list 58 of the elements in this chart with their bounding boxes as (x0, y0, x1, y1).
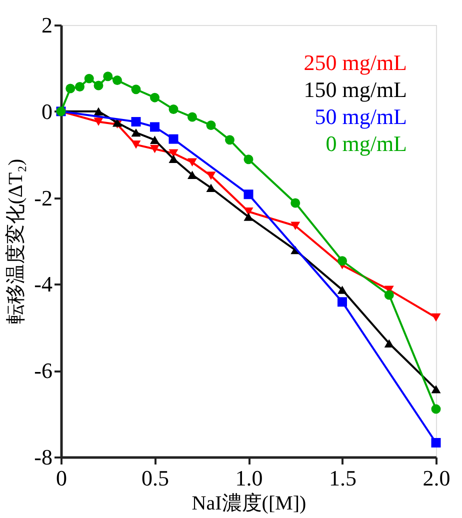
point (131, 117, 141, 127)
text: 0 mg/mL (326, 131, 407, 156)
point (94, 107, 104, 116)
x-tick-label: 2.0 (422, 466, 450, 490)
point (206, 172, 216, 180)
text: 150 mg/mL (304, 77, 407, 102)
y-tick-label: 0 (42, 98, 52, 124)
point (112, 76, 122, 86)
y-axis-title: 転移温度変化(ΔT₂) (4, 158, 28, 324)
point (94, 80, 104, 90)
x-tick-label: 1.0 (235, 466, 263, 490)
point (131, 84, 141, 94)
point (338, 286, 347, 294)
point (244, 212, 254, 221)
y-tick-label: -6 (34, 358, 52, 384)
point (150, 92, 160, 102)
point (150, 136, 160, 144)
y-tick-label: -8 (34, 444, 52, 470)
y-tick-label: -2 (34, 185, 52, 210)
point (431, 438, 441, 448)
y-tick-label: 2 (42, 12, 52, 38)
point (206, 120, 216, 130)
point (103, 72, 113, 82)
point (188, 158, 197, 166)
point (66, 84, 76, 94)
point (431, 404, 441, 414)
point (206, 184, 216, 192)
point (168, 149, 178, 158)
point (188, 112, 197, 122)
point (131, 128, 141, 137)
point (338, 297, 347, 307)
text: 250 mg/mL (304, 50, 407, 75)
point (94, 118, 104, 126)
point (244, 208, 254, 216)
point (244, 154, 254, 164)
point (290, 222, 300, 230)
text: 50 mg/mL (314, 104, 407, 129)
point (75, 82, 84, 92)
point (384, 290, 394, 300)
x-tick-label: 0.5 (142, 466, 169, 490)
point (168, 134, 178, 144)
point (338, 256, 347, 266)
point (225, 135, 234, 145)
y-tick-label: -4 (34, 272, 52, 297)
point (84, 74, 94, 84)
point (131, 140, 141, 149)
point (431, 385, 441, 394)
point (150, 122, 160, 132)
point (431, 313, 441, 322)
point (188, 170, 197, 180)
point (150, 144, 160, 154)
point (244, 190, 254, 200)
x-axis-title: NaI濃度([M]) (192, 492, 306, 514)
point (384, 339, 394, 348)
point (168, 104, 178, 114)
point (168, 154, 178, 164)
point (290, 198, 300, 208)
x-tick-label: 1.5 (329, 466, 356, 490)
